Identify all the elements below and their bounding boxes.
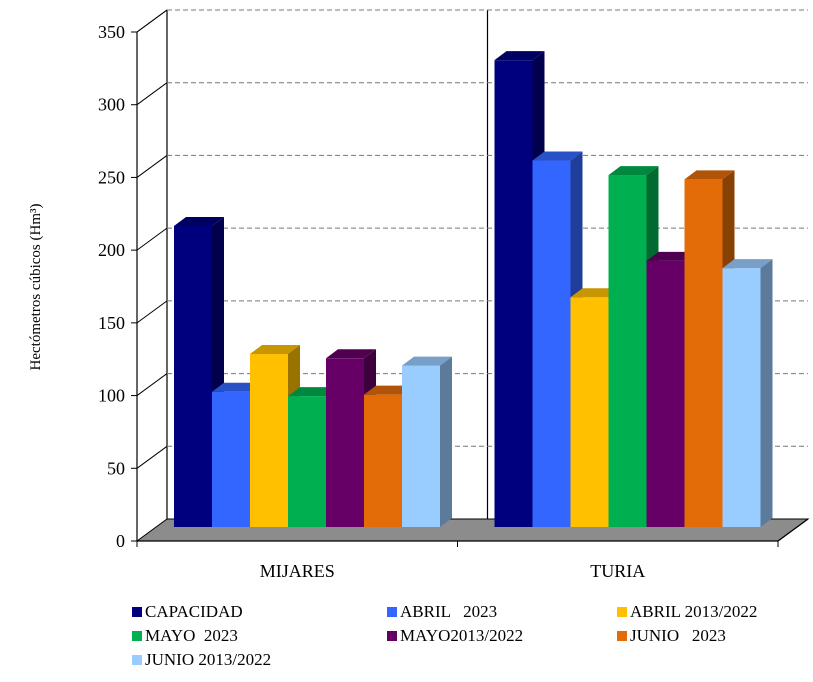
legend-label: MAYO 2023 [145,626,238,645]
bars [174,51,773,527]
gridline-side [136,445,168,469]
legend-label: CAPACIDAD [145,602,243,621]
bar-top [174,216,224,226]
legend-item: MAYO 2023 [132,626,238,646]
gridline-side [136,155,168,178]
bar [722,259,773,527]
legend-label: MAYO2013/2022 [400,626,524,645]
legend-item: JUNIO 2013/2022 [132,650,271,670]
x-axis-depth-edge [777,518,809,542]
legend-item: MAYO2013/2022 [387,626,523,646]
legend-swatch [617,631,627,641]
gridline-side [136,227,168,251]
legend-swatch [132,655,142,665]
bar-front [532,160,571,527]
legend-swatch [132,631,142,641]
bar-front [174,225,212,527]
bar-chart: 0 50 100 150 200 250 300 350 MIJARES TURIA Hectó… [28,9,810,581]
legend-item: ABRIL 2023 [387,602,497,622]
y-tick-label: 50 [107,458,125,478]
y-tick-label: 350 [98,22,125,42]
legend-item: JUNIO 2023 [617,626,726,646]
bar-front [494,60,533,527]
gridline-side [136,300,168,324]
legend-item: CAPACIDAD [132,602,243,622]
x-tick-label: MIJARES [260,561,335,581]
legend-swatch [387,607,397,617]
bar-side [760,259,773,527]
legend-label: JUNIO 2023 [630,626,726,645]
bar-top [402,356,452,366]
bar-top [364,385,414,395]
bar-top [250,344,300,354]
bar [402,356,452,527]
x-tick-labels: MIJARES TURIA [260,561,646,581]
y-tick-label: 250 [98,167,125,187]
y-tick-labels: 0 50 100 150 200 250 300 350 [98,22,125,551]
bar-front [402,365,440,527]
bar-front [250,353,288,527]
bar-top [646,251,697,261]
bar-front [212,391,250,527]
bar-top [684,170,735,180]
x-tick-label: TURIA [590,561,645,581]
bar-front [570,297,609,527]
bar-front [288,396,326,527]
legend: CAPACIDAD ABRIL 2023 ABRIL 2013/2022 MAYO 2… [132,602,813,678]
legend-swatch [132,607,142,617]
legend-label: JUNIO 2013/2022 [145,650,272,669]
gridline-side [136,82,168,106]
y-tick-label: 0 [116,531,125,551]
legend-swatch [617,607,627,617]
bar-top [608,166,659,176]
legend-label: ABRIL 2013/2022 [630,602,758,621]
y-axis-label: Hectómetros cúbicos (Hm³) [28,204,44,371]
y-tick-label: 150 [98,313,125,333]
bar-front [684,179,723,527]
bar-top [494,51,545,61]
legend-item: ABRIL 2013/2022 [617,602,757,622]
bar-front [608,175,647,527]
bar-top [532,151,583,161]
bar-front [326,358,364,527]
bar-top [326,349,376,359]
axes [131,31,809,547]
gridline-side [136,9,168,33]
bar-front [646,260,685,527]
bar-side [440,356,452,527]
bar-top [288,387,338,397]
bar-top [570,288,621,298]
bar-top [212,382,262,392]
legend-label: ABRIL 2023 [400,602,498,621]
y-tick-label: 300 [98,95,125,115]
y-tick-label: 100 [98,386,125,406]
bar-front [364,394,402,527]
y-tick-label: 200 [98,240,125,260]
gridline-side [136,373,168,396]
bar-front [722,268,761,527]
bar-top [722,259,773,269]
legend-swatch [387,631,397,641]
